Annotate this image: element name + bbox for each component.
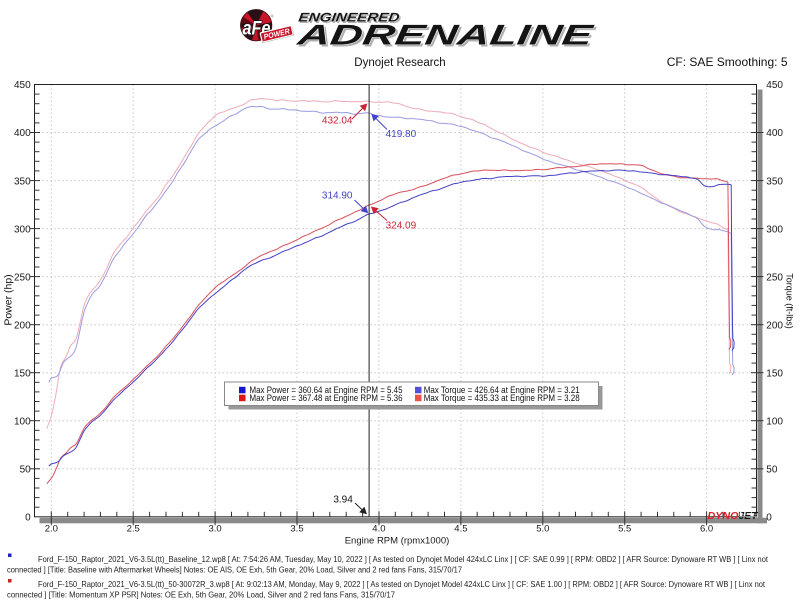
svg-text:Ford_F-150_Raptor_2021_V6-3.5L: Ford_F-150_Raptor_2021_V6-3.5L(tt)_50-30… [38,579,766,589]
svg-text:350: 350 [14,176,31,187]
svg-text:450: 450 [14,80,31,91]
svg-text:2.5: 2.5 [127,523,140,534]
svg-text:324.09: 324.09 [386,221,417,232]
svg-text:50: 50 [20,465,32,476]
svg-text:5.5: 5.5 [618,523,631,534]
svg-text:Ford_F-150_Raptor_2021_V6-3.5L: Ford_F-150_Raptor_2021_V6-3.5L(tt)_Basel… [38,554,769,564]
svg-text:250: 250 [14,272,31,283]
svg-text:CF: SAE Smoothing: 5: CF: SAE Smoothing: 5 [667,55,788,69]
svg-text:0: 0 [25,513,31,524]
svg-text:450: 450 [766,80,783,91]
svg-text:connected ] [Title: Baseline w: connected ] [Title: Baseline with Afterm… [7,565,462,575]
svg-text:JET: JET [739,510,760,522]
svg-text:100: 100 [14,416,31,427]
svg-text:4.5: 4.5 [454,523,467,534]
svg-text:0: 0 [766,513,772,524]
svg-text:314.90: 314.90 [322,190,353,201]
svg-text:3.5: 3.5 [290,523,303,534]
svg-text:Dynojet Research: Dynojet Research [354,57,445,69]
svg-text:ENGINEERED: ENGINEERED [298,11,401,25]
svg-text:200: 200 [766,320,783,331]
svg-text:DYNO: DYNO [708,510,739,522]
svg-text:400: 400 [14,128,31,139]
svg-text:Max Torque = 426.64 at Engine: Max Torque = 426.64 at Engine RPM = 3.21 [424,385,580,395]
svg-text:3.94: 3.94 [333,494,353,505]
svg-text:ADRENALINE: ADRENALINE [296,21,597,53]
svg-text:3.0: 3.0 [208,523,221,534]
svg-text:6.0: 6.0 [700,523,713,534]
svg-text:100: 100 [766,416,783,427]
svg-text:ADRENALINE: ADRENALINE [294,19,595,51]
svg-text:5.0: 5.0 [536,523,549,534]
svg-text:Max Power = 360.64 at Engine R: Max Power = 360.64 at Engine RPM = 5.45 [250,385,403,395]
svg-text:400: 400 [766,128,783,139]
svg-text:Torque (ft-lbs): Torque (ft-lbs) [785,273,795,329]
svg-text:300: 300 [14,224,31,235]
svg-text:300: 300 [766,224,783,235]
svg-text:Max Power = 367.48 at Engine R: Max Power = 367.48 at Engine RPM = 5.36 [250,393,403,403]
svg-text:50: 50 [766,465,778,476]
svg-text:419.80: 419.80 [386,129,417,140]
svg-text:Max Torque = 435.33 at Engine: Max Torque = 435.33 at Engine RPM = 3.28 [424,393,580,403]
svg-text:150: 150 [766,368,783,379]
svg-text:432.04: 432.04 [322,116,353,127]
svg-text:Engine RPM (rpmx1000): Engine RPM (rpmx1000) [345,536,450,547]
svg-text:250: 250 [766,272,783,283]
svg-text:ENGINEERED: ENGINEERED [299,12,402,26]
svg-text:®: ® [271,14,274,19]
svg-text:Power (hp): Power (hp) [3,274,15,325]
svg-text:4.0: 4.0 [372,523,385,534]
svg-text:connected ] [Title: Momentum X: connected ] [Title: Momentum XP P5R] Not… [7,590,395,600]
svg-text:150: 150 [14,368,31,379]
svg-text:200: 200 [14,320,31,331]
svg-text:2.0: 2.0 [45,523,58,534]
svg-text:350: 350 [766,176,783,187]
